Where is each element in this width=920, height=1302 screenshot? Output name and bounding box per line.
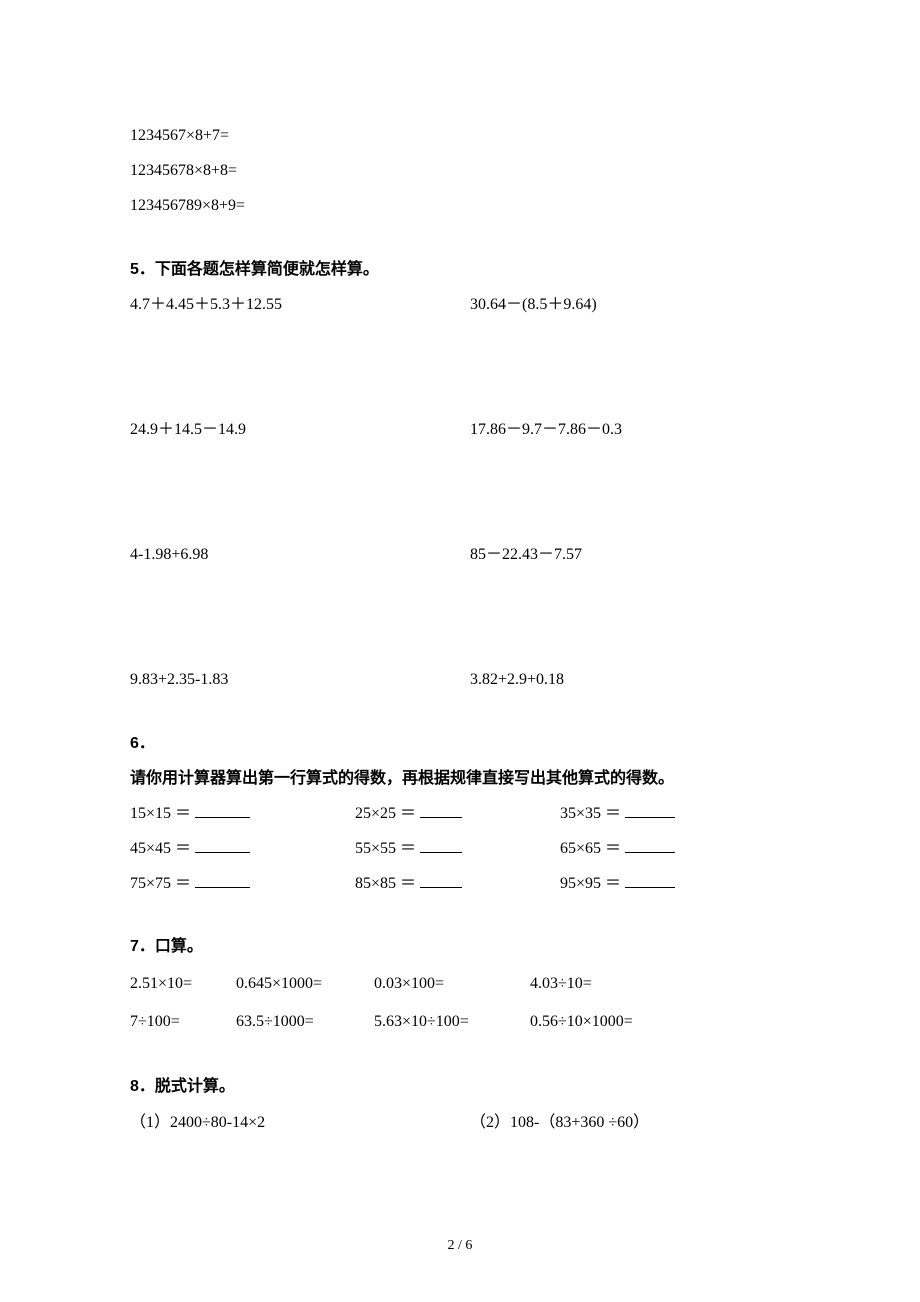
equation-line: 12345678×8+8= [130, 153, 790, 188]
calc-cell: 4.03÷10= [530, 965, 790, 1003]
equation-row: 24.9＋14.5－14.9 17.86－9.7－7.86－0.3 [130, 412, 790, 447]
section-title: 口算。 [155, 938, 203, 955]
equation-right: 3.82+2.9+0.18 [470, 662, 790, 697]
blank-line [420, 802, 462, 818]
fill-cell: 65×65 ＝ [560, 831, 790, 866]
equation-row: 9.83+2.35-1.83 3.82+2.9+0.18 [130, 662, 790, 697]
fill-row: 75×75 ＝ 85×85 ＝ 95×95 ＝ [130, 866, 790, 901]
equation-right: （2）108-（83+360 ÷60） [470, 1105, 790, 1140]
equation-left: 4.7＋4.45＋5.3＋12.55 [130, 287, 470, 322]
fill-cell: 35×35 ＝ [560, 796, 790, 831]
section-5-heading: 5．下面各题怎样算简便就怎样算。 [130, 252, 790, 287]
equation-row: 4.7＋4.45＋5.3＋12.55 30.64－(8.5＋9.64) [130, 287, 790, 322]
fill-row: 45×45 ＝ 55×55 ＝ 65×65 ＝ [130, 831, 790, 866]
fill-cell: 45×45 ＝ [130, 831, 355, 866]
fill-cell: 75×75 ＝ [130, 866, 355, 901]
fill-cell: 15×15 ＝ [130, 796, 355, 831]
equation-left: 9.83+2.35-1.83 [130, 662, 470, 697]
fill-label: 95×95 ＝ [560, 875, 621, 892]
calc-cell: 0.645×1000= [236, 965, 374, 1003]
section-title: 下面各题怎样算简便就怎样算。 [155, 261, 379, 278]
section-6-heading: 6． [130, 726, 790, 761]
equation-right: 85－22.43－7.57 [470, 537, 790, 572]
blank-line [195, 837, 250, 853]
section-number: 6． [130, 735, 155, 752]
equation-row: （1）2400÷80-14×2 （2）108-（83+360 ÷60） [130, 1105, 790, 1140]
fill-cell: 85×85 ＝ [355, 866, 560, 901]
blank-line [420, 872, 462, 888]
fill-label: 55×55 ＝ [355, 840, 416, 857]
section-number: 8． [130, 1078, 155, 1095]
calc-row: 2.51×10= 0.645×1000= 0.03×100= 4.03÷10= [130, 965, 790, 1003]
calc-cell: 0.56÷10×1000= [530, 1003, 790, 1041]
equation-line: 123456789×8+9= [130, 188, 790, 223]
section-number: 5． [130, 261, 155, 278]
blank-line [625, 872, 675, 888]
fill-label: 45×45 ＝ [130, 840, 191, 857]
page-number: 2 / 6 [0, 1238, 920, 1254]
calc-cell: 5.63×10÷100= [374, 1003, 530, 1041]
equation-right: 30.64－(8.5＋9.64) [470, 287, 790, 322]
fill-label: 15×15 ＝ [130, 805, 191, 822]
section-8-heading: 8．脱式计算。 [130, 1069, 790, 1104]
section-7-heading: 7．口算。 [130, 929, 790, 964]
section-6-text: 请你用计算器算出第一行算式的得数，再根据规律直接写出其他算式的得数。 [130, 761, 790, 796]
fill-row: 15×15 ＝ 25×25 ＝ 35×35 ＝ [130, 796, 790, 831]
fill-label: 75×75 ＝ [130, 875, 191, 892]
blank-line [625, 837, 675, 853]
fill-cell: 55×55 ＝ [355, 831, 560, 866]
calc-cell: 0.03×100= [374, 965, 530, 1003]
calc-cell: 7÷100= [130, 1003, 236, 1041]
equation-left: 24.9＋14.5－14.9 [130, 412, 470, 447]
blank-line [195, 802, 250, 818]
blank-line [420, 837, 462, 853]
fill-label: 65×65 ＝ [560, 840, 621, 857]
blank-line [195, 872, 250, 888]
equation-left: （1）2400÷80-14×2 [130, 1105, 470, 1140]
equation-left: 4-1.98+6.98 [130, 537, 470, 572]
calc-row: 7÷100= 63.5÷1000= 5.63×10÷100= 0.56÷10×1… [130, 1003, 790, 1041]
calc-cell: 2.51×10= [130, 965, 236, 1003]
fill-label: 85×85 ＝ [355, 875, 416, 892]
fill-label: 35×35 ＝ [560, 805, 621, 822]
equation-line: 1234567×8+7= [130, 118, 790, 153]
blank-line [625, 802, 675, 818]
fill-cell: 25×25 ＝ [355, 796, 560, 831]
fill-label: 25×25 ＝ [355, 805, 416, 822]
section-title: 脱式计算。 [155, 1078, 235, 1095]
equation-row: 4-1.98+6.98 85－22.43－7.57 [130, 537, 790, 572]
equation-right: 17.86－9.7－7.86－0.3 [470, 412, 790, 447]
fill-cell: 95×95 ＝ [560, 866, 790, 901]
section-number: 7． [130, 938, 155, 955]
calc-cell: 63.5÷1000= [236, 1003, 374, 1041]
